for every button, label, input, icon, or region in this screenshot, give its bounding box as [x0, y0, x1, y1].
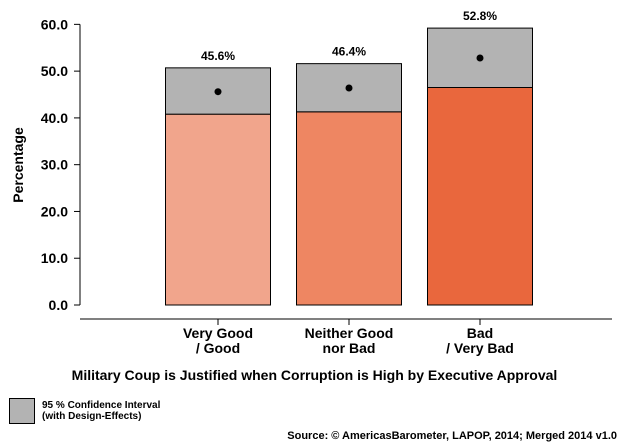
estimate-point — [345, 84, 353, 92]
y-tick-label: 40.0 — [41, 110, 68, 126]
legend-label-line1: 95 % Confidence Interval — [42, 400, 161, 411]
bar — [165, 113, 271, 306]
bar — [427, 87, 533, 306]
data-label: 52.8% — [463, 9, 497, 23]
y-tick-label: 60.0 — [41, 16, 68, 32]
category-label: nor Bad — [323, 340, 376, 356]
y-tick-label: 30.0 — [41, 157, 68, 173]
y-tick-label: 0.0 — [49, 297, 69, 313]
bars: 45.6% 46.4% 52.8% — [165, 9, 533, 306]
category-label: Neither Good — [305, 325, 394, 341]
bar-group: 45.6% — [165, 49, 271, 306]
bar-group: 52.8% — [427, 9, 533, 306]
data-label: 46.4% — [332, 45, 366, 59]
y-tick-label: 20.0 — [41, 203, 68, 219]
x-axis-title: Military Coup is Justified when Corrupti… — [71, 367, 558, 383]
legend-swatch — [9, 398, 35, 424]
category-label: Very Good — [183, 325, 253, 341]
y-tick-label: 10.0 — [41, 250, 68, 266]
legend-label-line2: (with Design-Effects) — [42, 411, 142, 422]
category-label: / Good — [196, 340, 240, 356]
legend: 95 % Confidence Interval (with Design-Ef… — [9, 398, 160, 424]
category-label: / Very Bad — [446, 340, 514, 356]
estimate-point — [476, 54, 484, 62]
legend-label: 95 % Confidence Interval (with Design-Ef… — [42, 400, 160, 422]
category-label: Bad — [467, 325, 493, 341]
estimate-point — [214, 88, 222, 96]
y-axis: 0.0 10.0 20.0 30.0 40.0 50.0 60.0 — [41, 16, 81, 313]
bar-group: 46.4% — [296, 45, 402, 306]
data-label: 45.6% — [201, 49, 235, 63]
y-tick-label: 50.0 — [41, 63, 68, 79]
source-note: Source: © AmericasBarometer, LAPOP, 2014… — [287, 430, 617, 442]
y-axis-title: Percentage — [10, 127, 26, 203]
bar — [296, 111, 402, 306]
